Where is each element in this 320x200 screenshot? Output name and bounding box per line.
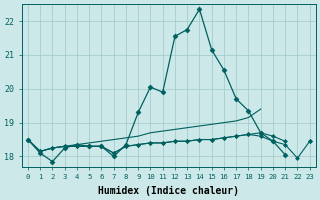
X-axis label: Humidex (Indice chaleur): Humidex (Indice chaleur) <box>98 186 239 196</box>
